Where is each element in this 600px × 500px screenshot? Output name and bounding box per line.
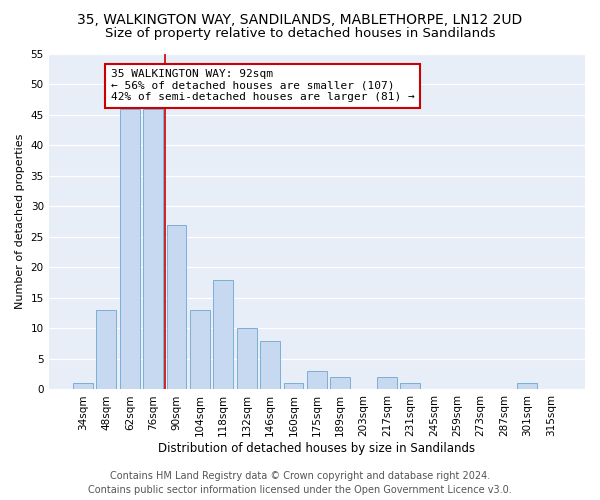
Bar (307, 371, 327, 390)
Bar (377, 378, 397, 390)
Bar (214, 280, 233, 390)
Bar (400, 384, 421, 390)
Bar (284, 384, 304, 390)
Text: Contains HM Land Registry data © Crown copyright and database right 2024.
Contai: Contains HM Land Registry data © Crown c… (88, 471, 512, 495)
Bar (237, 328, 257, 390)
Text: 35 WALKINGTON WAY: 92sqm
← 56% of detached houses are smaller (107)
42% of semi-: 35 WALKINGTON WAY: 92sqm ← 56% of detach… (111, 69, 415, 102)
X-axis label: Distribution of detached houses by size in Sandilands: Distribution of detached houses by size … (158, 442, 475, 455)
Y-axis label: Number of detached properties: Number of detached properties (15, 134, 25, 310)
Bar (143, 109, 163, 390)
Bar (120, 109, 140, 390)
Bar (167, 225, 187, 390)
Text: Size of property relative to detached houses in Sandilands: Size of property relative to detached ho… (105, 28, 495, 40)
Text: 35, WALKINGTON WAY, SANDILANDS, MABLETHORPE, LN12 2UD: 35, WALKINGTON WAY, SANDILANDS, MABLETHO… (77, 12, 523, 26)
Bar (73, 384, 93, 390)
Bar (97, 310, 116, 390)
Bar (190, 310, 210, 390)
Bar (260, 340, 280, 390)
Bar (517, 384, 537, 390)
Bar (330, 378, 350, 390)
